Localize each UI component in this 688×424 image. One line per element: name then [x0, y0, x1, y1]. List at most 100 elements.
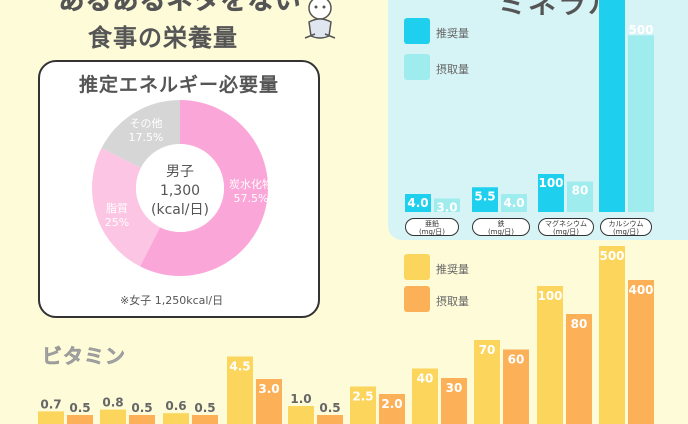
vitamin-bar-label-1-2: 0.5 [194, 401, 215, 415]
mineral-legend-swatch-intake [404, 54, 430, 80]
donut-slice-1 [92, 148, 161, 267]
vitamin-bar-0-8 [537, 286, 563, 424]
mineral-bar-label-0-1: 5.5 [474, 189, 495, 203]
other-percent: 17.5% [128, 131, 164, 144]
unit-iron-unit: (mg/日) [487, 228, 515, 236]
mineral-heading: ミネラル [498, 0, 619, 20]
donut-slice-0 [140, 100, 268, 276]
carbs-label: 炭水化物 [229, 178, 273, 191]
vitamin-bar-label-0-4: 1.0 [290, 392, 311, 406]
mineral-bar-1-2 [567, 181, 593, 212]
mineral-chart: 4.0 3.0 5.5 4.0 100 80 500 [405, 0, 654, 215]
mineral-unit-zinc: 亜鉛 (mg/日) [405, 218, 459, 236]
vitamin-bar-0-6 [412, 368, 438, 424]
mineral-bar-1-3 [628, 35, 654, 213]
vitamin-bar-1-5 [379, 394, 405, 424]
unit-zinc-name: 亜鉛 [425, 220, 439, 228]
vitamin-legend-swatch-recommended [404, 254, 430, 280]
mineral-bar-label-0-2: 100 [538, 176, 563, 190]
vitamin-bar-1-2 [192, 415, 218, 424]
vitamin-heading: ビタミン [42, 344, 126, 369]
vitamin-legend-swatch-intake [404, 286, 430, 312]
vitamin-bar-label-1-8: 80 [571, 317, 588, 331]
vitamin-bar-1-8 [566, 314, 592, 424]
vitamin-bar-0-9 [599, 246, 625, 424]
vitamin-bar-label-0-3: 4.5 [229, 360, 250, 374]
energy-title: 推定エネルギー必要量 [78, 74, 279, 96]
vitamin-bar-0-5 [350, 386, 376, 424]
mineral-bar-label-1-0: 3.0 [436, 201, 457, 215]
mineral-bar-1-0 [434, 198, 460, 212]
vitamin-bar-0-2 [163, 413, 189, 424]
donut-label-other: その他 17.5% [124, 117, 168, 145]
vitamin-bar-label-1-9: 400 [628, 283, 653, 297]
center-value: 1,300 [159, 183, 201, 199]
vitamin-bar-label-0-1: 0.8 [102, 396, 123, 410]
mineral-bar-label-0-0: 4.0 [407, 196, 428, 210]
vitamin-bar-label-1-5: 2.0 [381, 397, 402, 411]
mascot-illustration [304, 0, 336, 39]
donut-center-text: 男子 1,300 (kcal/日) [140, 163, 220, 220]
fat-percent: 25% [104, 216, 130, 229]
vitamin-bar-1-4 [317, 415, 343, 424]
unit-calcium-name: カルシウム [608, 220, 644, 228]
mineral-legend-intake: 摂取量 [436, 63, 469, 76]
mineral-bar-0-1 [472, 187, 498, 212]
mineral-unit-calcium: カルシウム (mg/日) [600, 218, 652, 236]
unit-calcium-unit: (mg/日) [612, 228, 640, 236]
mineral-bar-label-1-2: 80 [572, 184, 589, 198]
mineral-bar-label-1-3: 500 [628, 23, 653, 37]
carbs-percent: 57.5% [233, 192, 269, 205]
mineral-unit-iron: 鉄 (mg/日) [472, 218, 530, 236]
vitamin-bar-label-0-6: 40 [417, 372, 434, 386]
vitamin-bar-1-6 [441, 378, 467, 424]
vitamin-bar-1-7 [503, 349, 529, 424]
vitamin-bar-0-0 [38, 411, 64, 424]
center-unit: (kcal/日) [151, 202, 209, 218]
other-label: その他 [129, 117, 163, 130]
vitamin-bar-1-0 [67, 415, 93, 424]
mineral-legend-swatch-recommended [404, 18, 430, 44]
vitamin-bar-0-7 [474, 340, 500, 424]
vitamin-bar-label-0-9: 500 [599, 249, 624, 263]
unit-magnesium-unit: (mg/日) [552, 228, 580, 236]
vitamin-bar-label-1-1: 0.5 [131, 401, 152, 415]
mineral-legend-recommended: 推奨量 [436, 27, 469, 40]
page-subtitle: 食事の栄養量 [88, 24, 238, 52]
mineral-bar-0-0 [405, 194, 431, 212]
donut-hole [136, 144, 224, 232]
vitamin-bar-label-0-5: 2.5 [352, 390, 373, 404]
vitamin-bar-label-1-0: 0.5 [69, 401, 90, 415]
donut-slice-2 [101, 100, 180, 169]
vitamin-bar-1-3 [256, 379, 282, 424]
mineral-bar-0-3 [599, 0, 625, 212]
vitamin-bar-label-1-3: 3.0 [258, 382, 279, 396]
vitamin-bar-label-1-4: 0.5 [319, 401, 340, 415]
vitamin-bar-1-9 [628, 280, 654, 424]
vitamin-bar-label-1-7: 60 [508, 353, 525, 367]
vitamin-bar-0-4 [288, 406, 314, 424]
vitamin-bar-label-0-2: 0.6 [165, 399, 186, 413]
donut-label-fat: 脂質 25% [102, 202, 132, 230]
center-gender: 男子 [166, 164, 194, 180]
vitamin-legend-intake: 摂取量 [436, 295, 469, 308]
vitamin-legend-recommended: 推奨量 [436, 263, 469, 276]
vitamin-bar-label-0-7: 70 [479, 343, 496, 357]
page-title: あるあるネタをない [58, 0, 302, 16]
donut-label-carbs: 炭水化物 57.5% [224, 178, 278, 206]
vitamin-bar-0-3 [227, 356, 253, 424]
mineral-unit-magnesium: マグネシウム (mg/日) [538, 218, 594, 236]
mineral-bar-0-2 [538, 174, 564, 212]
fat-label: 脂質 [106, 202, 128, 215]
vitamin-bar-1-1 [129, 415, 155, 424]
vitamin-bar-label-1-6: 30 [446, 381, 463, 395]
energy-donut-chart [92, 100, 268, 276]
vitamin-bar-0-1 [100, 409, 126, 424]
mineral-bar-1-1 [501, 194, 527, 212]
vitamin-bar-label-0-8: 100 [537, 289, 562, 303]
unit-magnesium-name: マグネシウム [545, 220, 587, 228]
female-note: ※女子 1,250kcal/日 [120, 294, 224, 307]
mineral-bar-label-1-1: 4.0 [503, 196, 524, 210]
vitamin-bar-label-0-0: 0.7 [40, 397, 61, 411]
